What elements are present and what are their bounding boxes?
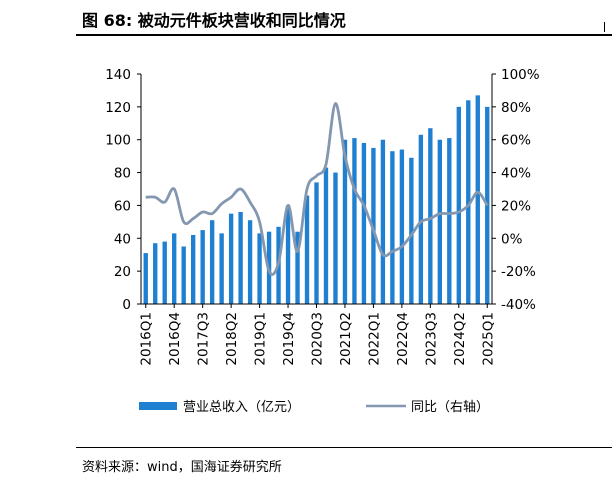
x-tick-label: 2022Q4: [395, 312, 411, 366]
title-divider: [76, 34, 612, 36]
left-tick-label: 40: [114, 231, 131, 247]
revenue-bar: [238, 212, 243, 304]
revenue-bar: [323, 167, 329, 304]
revenue-bar: [295, 231, 300, 304]
x-tick-label: 2021Q2: [338, 312, 354, 366]
right-tick-label: 60%: [501, 133, 531, 149]
revenue-bar: [285, 205, 291, 304]
right-tick-label: -40%: [501, 297, 536, 313]
revenue-bar: [437, 139, 442, 304]
right-tick-label: 20%: [501, 198, 531, 214]
left-axis-tick-labels: 0 20 40 60 80 100 120 140: [105, 67, 131, 313]
x-tick-label: 2018Q2: [224, 312, 240, 366]
revenue-bar: [247, 220, 253, 304]
revenue-bar: [475, 95, 480, 304]
revenue-bar: [380, 139, 386, 304]
revenue-bar: [428, 128, 433, 304]
x-tick-label: 2017Q3: [196, 312, 212, 366]
x-axis-tick-labels: 2016Q1 2016Q4 2017Q3 2018Q2 2019Q1 2019Q4 2020…: [139, 312, 497, 366]
right-tick-label: 80%: [501, 100, 531, 116]
right-tick-label: 0%: [501, 231, 523, 247]
revenue-bar: [200, 230, 205, 304]
x-tick-label: 2019Q4: [281, 312, 297, 366]
revenue-bars: [143, 95, 490, 304]
revenue-bar: [342, 139, 348, 304]
yoy-line: [145, 102, 489, 276]
left-tick-label: 20: [114, 264, 131, 280]
x-tick-label: 2016Q4: [167, 312, 183, 366]
legend-line-label: 同比（右轴）: [411, 400, 489, 415]
axes: [137, 73, 496, 308]
left-tick-label: 100: [105, 133, 131, 149]
left-tick-label: 60: [114, 198, 131, 214]
revenue-bar: [153, 243, 158, 304]
left-tick-label: 80: [114, 166, 131, 182]
right-tick-label: 100%: [501, 67, 540, 83]
right-tick-label: -20%: [501, 264, 536, 280]
yoy-line-layer: [145, 102, 489, 276]
revenue-bar: [447, 138, 452, 304]
legend: 营业总收入（亿元） 同比（右轴）: [139, 400, 489, 415]
revenue-bar: [172, 233, 177, 304]
revenue-bar: [209, 220, 215, 304]
revenue-bar: [314, 182, 319, 304]
x-tick-label: 2024Q2: [452, 312, 468, 366]
revenue-bar: [162, 241, 167, 304]
x-tick-label: 2016Q1: [139, 312, 155, 366]
right-tick-label: 40%: [501, 166, 531, 182]
x-tick-label: 2020Q3: [310, 312, 326, 366]
right-axis-tick-labels: -40% -20% 0% 20% 40% 60% 80% 100%: [501, 67, 540, 313]
revenue-bar: [361, 143, 367, 304]
legend-bar-label: 营业总收入（亿元）: [183, 400, 300, 415]
corner-mark: [604, 22, 605, 32]
revenue-bar: [304, 195, 310, 304]
left-tick-label: 140: [105, 67, 131, 83]
left-tick-label: 120: [105, 100, 131, 116]
x-tick-label: 2023Q3: [423, 312, 439, 366]
revenue-bar: [418, 134, 424, 304]
revenue-bar: [257, 233, 262, 304]
revenue-bar: [390, 151, 395, 304]
revenue-bar: [466, 100, 471, 304]
revenue-bar: [181, 246, 186, 304]
legend-bar-swatch: [139, 402, 177, 410]
revenue-bar: [409, 157, 414, 304]
revenue-bar: [228, 213, 234, 304]
x-tick-label: 2025Q1: [480, 312, 496, 366]
x-tick-label: 2019Q1: [253, 312, 269, 366]
revenue-bar: [190, 235, 196, 304]
revenue-bar: [219, 233, 224, 304]
x-tick-label: 2022Q1: [366, 312, 382, 366]
revenue-bar: [456, 106, 461, 304]
figure-title: 图 68: 被动元件板块营收和同比情况: [82, 11, 346, 30]
footer-divider: [76, 447, 612, 448]
revenue-bar: [371, 147, 376, 304]
revenue-bar: [399, 149, 405, 304]
left-tick-label: 0: [122, 297, 131, 313]
revenue-bar: [333, 172, 338, 304]
revenue-bar: [143, 253, 148, 304]
source-note: 资料来源：wind，国海证券研究所: [82, 460, 282, 475]
revenue-bar: [352, 138, 357, 304]
